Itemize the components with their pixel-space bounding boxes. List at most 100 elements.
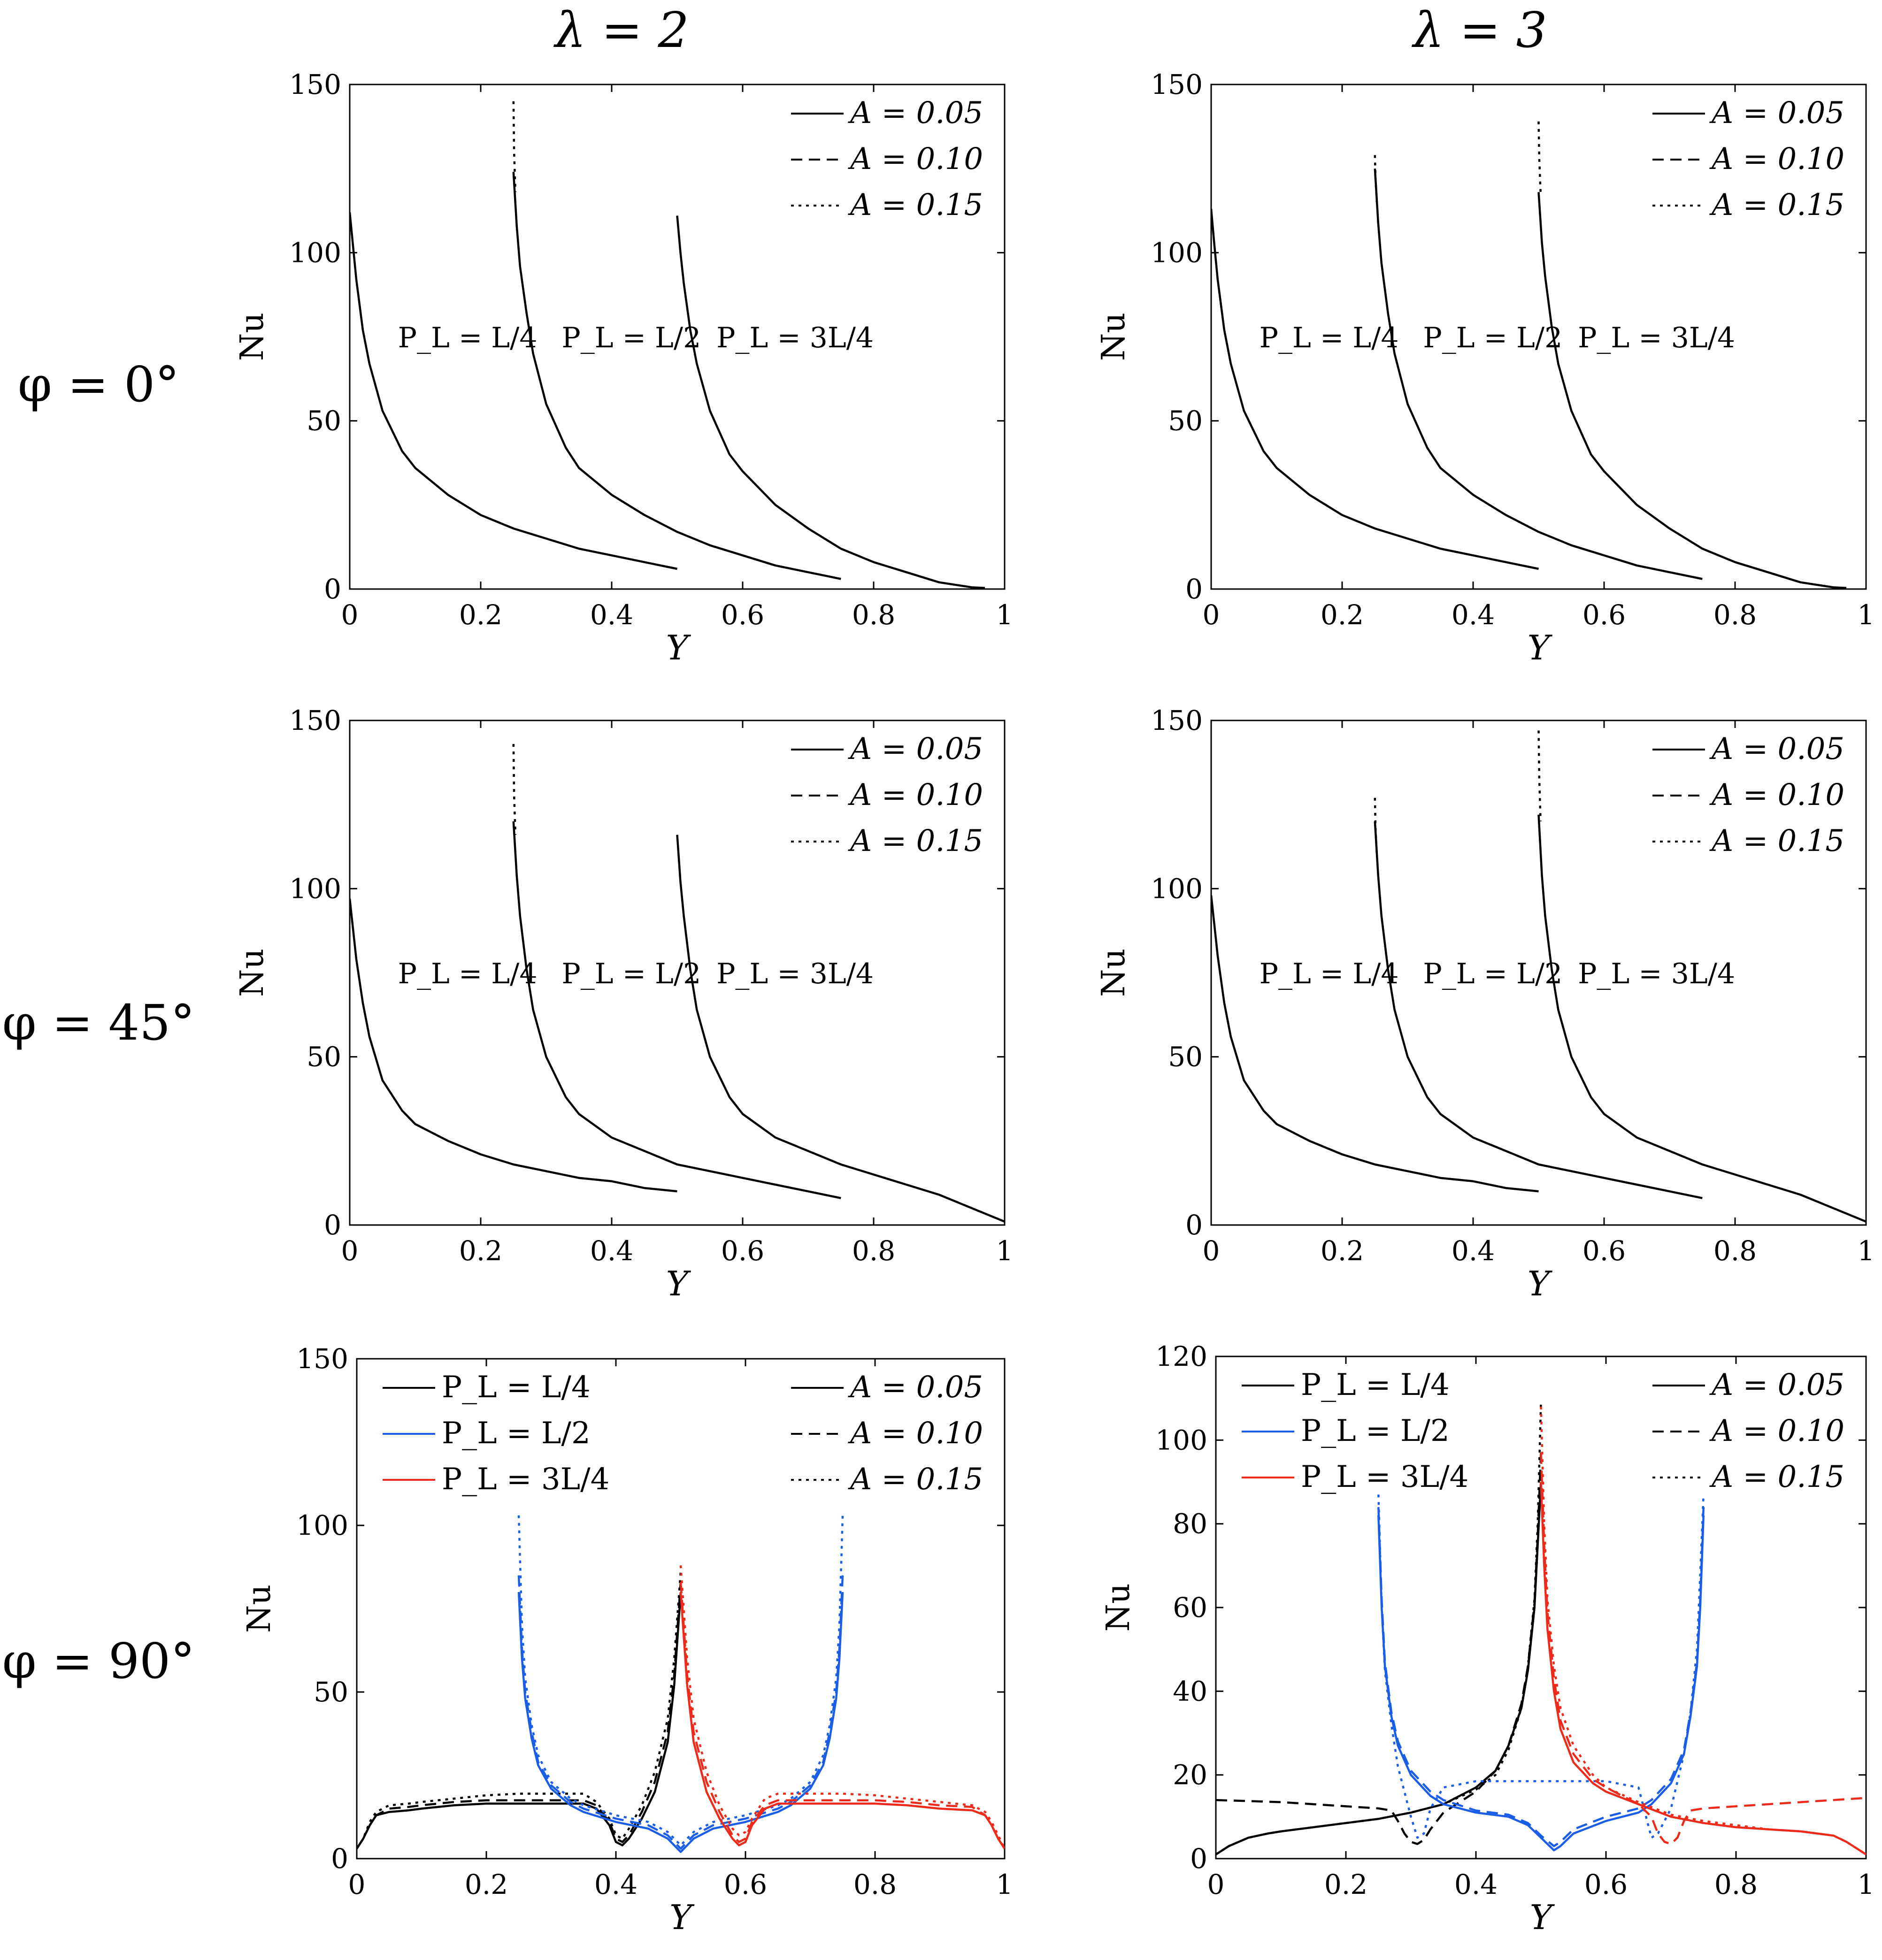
x-tick-label: 0 <box>348 1868 366 1900</box>
y-tick-label: 150 <box>1151 69 1203 100</box>
series-line-7 <box>1540 1453 1866 1845</box>
pl-annotation: P_L = 3L/4 <box>716 957 874 990</box>
pl-annotation: P_L = 3L/4 <box>1578 322 1735 354</box>
x-tick-label: 1 <box>996 1235 1014 1267</box>
y-axis-label: Nu <box>234 313 271 361</box>
series-line-1 <box>512 821 841 1199</box>
x-tick-label: 0.2 <box>1324 1868 1367 1900</box>
legend-label-a: A = 0.10 <box>848 778 983 812</box>
legend-label-a: A = 0.05 <box>1709 1368 1844 1402</box>
y-axis-label: Nu <box>1095 313 1132 361</box>
series-line-3 <box>1377 1515 1705 1852</box>
chart-panel-lam2_phi90: 0 0.2 0.4 0.6 0.8 1 0 50 100 150 Y Nu A = 0.05 A = 0.… <box>241 1343 1013 1937</box>
x-tick-label: 0.6 <box>1582 1235 1626 1267</box>
x-tick-label: 0.6 <box>721 1235 764 1267</box>
x-tick-label: 0.2 <box>459 1235 502 1267</box>
series-line-0 <box>350 212 677 570</box>
row-title-phi-45: φ = 45° <box>2 994 195 1051</box>
legend-label-a: A = 0.15 <box>848 824 983 858</box>
series-line-2 <box>357 1572 682 1849</box>
series-line-2 <box>1537 814 1866 1223</box>
legend-label-a: A = 0.05 <box>1709 732 1844 766</box>
legend-label-a: A = 0.10 <box>1709 1414 1844 1448</box>
legend-label-a: A = 0.05 <box>848 96 983 130</box>
y-tick-label: 120 <box>1155 1340 1207 1372</box>
legend-label-a: A = 0.10 <box>1709 778 1844 812</box>
y-tick-label: 100 <box>289 237 341 268</box>
series-line-1 <box>1374 821 1703 1199</box>
row-title-phi-90: φ = 90° <box>2 1632 195 1690</box>
x-tick-label: 0.8 <box>1713 599 1757 631</box>
y-tick-label: 0 <box>331 1843 348 1875</box>
series-line-3 <box>1374 155 1378 202</box>
chart-panel-lam2_phi45: 0 0.2 0.4 0.6 0.8 1 0 50 100 150 Y Nu A = 0.05 A = 0.… <box>234 704 1013 1303</box>
x-tick-label: 0 <box>341 1235 359 1267</box>
pl-annotation: P_L = L/4 <box>1260 957 1399 990</box>
legend-label-a: A = 0.15 <box>848 1462 983 1497</box>
y-tick-label: 100 <box>296 1509 348 1541</box>
y-tick-label: 150 <box>289 704 341 736</box>
chart-panel-lam3_phi45: 0 0.2 0.4 0.6 0.8 1 0 50 100 150 Y Nu A = 0.05 A = 0.… <box>1095 704 1874 1303</box>
series-line-1 <box>357 1582 682 1849</box>
plot-frame <box>1210 84 1867 590</box>
series-line-0 <box>1211 895 1539 1193</box>
x-axis-label: Y <box>1528 628 1553 667</box>
legend-label-a: A = 0.05 <box>1709 96 1844 130</box>
series-line-2 <box>1216 1402 1542 1855</box>
x-tick-label: 0 <box>1203 599 1220 631</box>
y-tick-label: 20 <box>1173 1759 1207 1791</box>
pl-annotation: P_L = L/4 <box>1260 322 1399 354</box>
x-tick-label: 0.4 <box>1452 599 1495 631</box>
y-tick-label: 0 <box>1190 1843 1207 1875</box>
pl-annotation: P_L = L/2 <box>561 322 701 354</box>
x-tick-label: 0.8 <box>1713 1235 1757 1267</box>
legend-label-a: A = 0.15 <box>848 188 983 222</box>
y-tick-label: 40 <box>1173 1675 1207 1707</box>
x-tick-label: 1 <box>1858 599 1875 631</box>
plot-frame <box>349 84 1006 590</box>
y-tick-label: 100 <box>289 873 341 904</box>
pl-annotation: P_L = L/2 <box>1423 957 1562 990</box>
series-line-2 <box>1537 192 1847 589</box>
color-legend-label: P_L = L/2 <box>1301 1414 1450 1448</box>
x-tick-label: 0.2 <box>1321 1235 1364 1267</box>
x-tick-label: 0 <box>1207 1868 1225 1900</box>
legend-label-a: A = 0.15 <box>1709 188 1844 222</box>
color-legend-label: P_L = L/2 <box>442 1416 591 1451</box>
series-line-2 <box>676 215 985 589</box>
series-line-6 <box>679 1592 1005 1849</box>
x-tick-label: 0.8 <box>852 1235 895 1267</box>
x-tick-label: 0 <box>1203 1235 1220 1267</box>
x-tick-label: 1 <box>996 1868 1014 1900</box>
x-axis-label: Y <box>669 1898 695 1937</box>
series-line-0 <box>357 1592 682 1849</box>
x-tick-label: 0.8 <box>853 1868 897 1900</box>
x-tick-label: 1 <box>1858 1235 1875 1267</box>
y-tick-label: 150 <box>296 1343 348 1375</box>
color-legend-label: P_L = L/4 <box>1301 1368 1450 1402</box>
x-tick-label: 0.4 <box>594 1868 638 1900</box>
y-tick-label: 50 <box>1168 1041 1203 1073</box>
x-tick-label: 0.2 <box>1321 599 1364 631</box>
chart-panel-lam3_phi90: 0 0.2 0.4 0.6 0.8 1 0 20 40 60 80 100 120 Y Nu A = 0.05… <box>1100 1340 1874 1937</box>
x-axis-label: Y <box>666 1264 691 1303</box>
legend-label-a: A = 0.10 <box>1709 142 1844 176</box>
pl-annotation: P_L = L/2 <box>1423 322 1562 354</box>
y-tick-label: 150 <box>289 69 341 100</box>
y-tick-label: 100 <box>1151 873 1203 904</box>
color-legend-label: P_L = L/4 <box>442 1370 591 1405</box>
x-tick-label: 0.4 <box>1454 1868 1498 1900</box>
y-tick-label: 50 <box>307 405 341 437</box>
series-line-3 <box>1374 797 1378 855</box>
y-tick-label: 150 <box>1151 704 1203 736</box>
pl-annotation: P_L = L/4 <box>398 322 538 354</box>
x-tick-label: 0.8 <box>1714 1868 1758 1900</box>
chart-panel-lam3_phi0: 0 0.2 0.4 0.6 0.8 1 0 50 100 150 Y Nu A = 0.05 A = 0.… <box>1095 69 1874 667</box>
pl-annotation: P_L = 3L/4 <box>716 322 874 354</box>
y-tick-label: 50 <box>307 1041 341 1073</box>
plot-frame <box>349 720 1006 1226</box>
series-line-0 <box>350 898 677 1193</box>
series-line-4 <box>517 1575 844 1850</box>
x-tick-label: 1 <box>1858 1868 1875 1900</box>
